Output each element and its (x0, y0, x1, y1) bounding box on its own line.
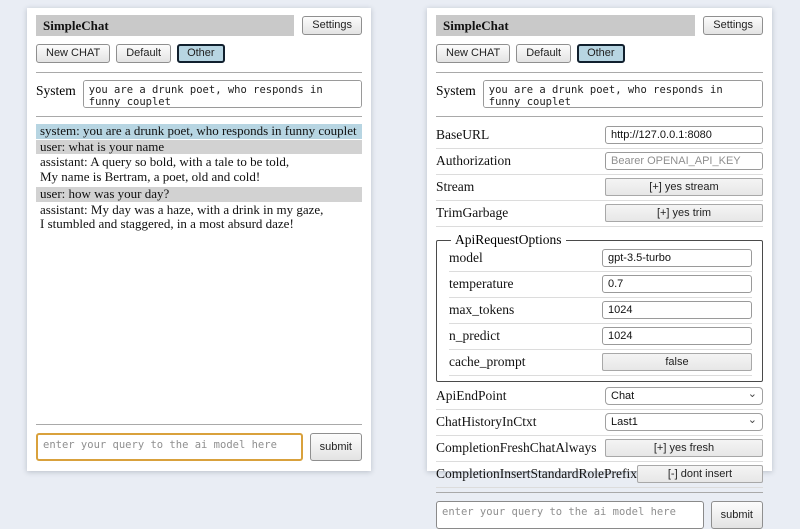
max-tokens-field[interactable] (602, 301, 752, 319)
completion-insert-standard-role-prefix-label: CompletionInsertStandardRolePrefix (436, 466, 637, 481)
title-bar: SimpleChat Settings (36, 15, 362, 36)
query-row: submit (36, 433, 362, 461)
completion-fresh-chat-always-toggle-button[interactable]: [+] yes fresh (605, 439, 763, 457)
chat-message-user: user: what is your name (36, 139, 362, 154)
other-session-button[interactable]: Other (177, 44, 225, 63)
settings-row-cache-prompt: cache_prompt false (449, 350, 752, 376)
baseurl-field[interactable] (605, 126, 763, 144)
chat-panel: SimpleChat Settings New CHAT Default Oth… (27, 8, 371, 471)
chat-history-in-ctxt-label: ChatHistoryInCtxt (436, 414, 537, 429)
cache-prompt-toggle-button[interactable]: false (602, 353, 752, 371)
settings-row-authorization: Authorization (436, 149, 763, 175)
session-button-row: New CHAT Default Other (436, 44, 763, 63)
api-request-options-fieldset: ApiRequestOptions model temperature max_… (436, 232, 763, 382)
n-predict-label: n_predict (449, 328, 500, 343)
trimgarbage-label: TrimGarbage (436, 205, 509, 220)
chevron-down-icon: ⌄ (747, 388, 757, 400)
settings-row-stream: Stream [+] yes stream (436, 175, 763, 201)
api-endpoint-selected-value: Chat (611, 390, 635, 402)
settings-row-n-predict: n_predict (449, 324, 752, 350)
divider (36, 72, 362, 73)
api-request-options-legend: ApiRequestOptions (455, 232, 562, 247)
max-tokens-label: max_tokens (449, 302, 515, 317)
settings-row-completion-fresh-chat-always: CompletionFreshChatAlways [+] yes fresh (436, 436, 763, 462)
other-session-button[interactable]: Other (577, 44, 625, 63)
settings-row-api-endpoint: ApiEndPoint Chat ⌄ (436, 384, 763, 410)
settings-list: BaseURL Authorization Stream [+] yes str… (436, 123, 763, 488)
chat-message-list: system: you are a drunk poet, who respon… (36, 123, 362, 235)
api-endpoint-select[interactable]: Chat ⌄ (605, 387, 763, 405)
system-prompt-input[interactable]: you are a drunk poet, who responds in fu… (82, 80, 362, 108)
temperature-label: temperature (449, 276, 514, 291)
settings-row-trimgarbage: TrimGarbage [+] yes trim (436, 201, 763, 227)
system-prompt-row: System you are a drunk poet, who respond… (36, 80, 362, 108)
authorization-label: Authorization (436, 153, 511, 168)
settings-row-temperature: temperature (449, 272, 752, 298)
settings-row-model: model (449, 248, 752, 272)
chat-message-assistant: assistant: A query so bold, with a tale … (36, 154, 362, 186)
baseurl-label: BaseURL (436, 127, 490, 142)
submit-button[interactable]: submit (309, 433, 362, 461)
title-bar: SimpleChat Settings (436, 15, 763, 36)
default-session-button[interactable]: Default (516, 44, 572, 63)
completion-insert-standard-role-prefix-toggle-button[interactable]: [-] dont insert (636, 465, 763, 483)
model-label: model (449, 250, 483, 265)
cache-prompt-label: cache_prompt (449, 354, 526, 369)
user-query-input[interactable] (436, 501, 704, 529)
settings-button[interactable]: Settings (302, 16, 362, 35)
settings-row-chat-history-in-ctxt: ChatHistoryInCtxt Last1 ⌄ (436, 410, 763, 436)
page: SimpleChat Settings New CHAT Default Oth… (27, 8, 772, 529)
settings-row-max-tokens: max_tokens (449, 298, 752, 324)
divider (36, 424, 362, 425)
trimgarbage-toggle-button[interactable]: [+] yes trim (605, 204, 763, 222)
chat-message-user: user: how was your day? (36, 186, 362, 202)
divider (36, 116, 362, 117)
settings-panel: SimpleChat Settings New CHAT Default Oth… (427, 8, 772, 529)
temperature-field[interactable] (602, 275, 752, 293)
authorization-field[interactable] (605, 152, 763, 170)
default-session-button[interactable]: Default (116, 44, 172, 63)
n-predict-field[interactable] (602, 327, 752, 345)
api-endpoint-label: ApiEndPoint (436, 388, 507, 403)
divider (436, 72, 763, 73)
settings-row-baseurl: BaseURL (436, 123, 763, 149)
user-query-input[interactable] (36, 433, 303, 461)
model-field[interactable] (602, 249, 752, 267)
chat-message-system: system: you are a drunk poet, who respon… (36, 123, 362, 139)
settings-row-completion-insert-standard-role-prefix: CompletionInsertStandardRolePrefix [-] d… (436, 462, 763, 488)
new-chat-button[interactable]: New CHAT (36, 44, 111, 63)
session-button-row: New CHAT Default Other (36, 44, 362, 63)
submit-button[interactable]: submit (710, 501, 763, 529)
stream-toggle-button[interactable]: [+] yes stream (605, 178, 763, 196)
chat-message-assistant: assistant: My day was a haze, with a dri… (36, 202, 362, 234)
settings-button[interactable]: Settings (703, 16, 763, 35)
system-prompt-label: System (36, 83, 76, 98)
app-title: SimpleChat (436, 15, 696, 36)
chevron-down-icon: ⌄ (747, 414, 757, 426)
chat-history-selected-value: Last1 (611, 416, 638, 428)
system-prompt-label: System (436, 83, 476, 98)
query-row: submit (436, 501, 763, 529)
completion-fresh-chat-always-label: CompletionFreshChatAlways (436, 440, 597, 455)
spacer (36, 235, 362, 421)
app-title: SimpleChat (36, 15, 295, 36)
divider (436, 492, 763, 493)
chat-history-in-ctxt-select[interactable]: Last1 ⌄ (605, 413, 763, 431)
system-prompt-input[interactable]: you are a drunk poet, who responds in fu… (482, 80, 763, 108)
stream-label: Stream (436, 179, 475, 194)
new-chat-button[interactable]: New CHAT (436, 44, 511, 63)
divider (436, 116, 763, 117)
system-prompt-row: System you are a drunk poet, who respond… (436, 80, 763, 108)
